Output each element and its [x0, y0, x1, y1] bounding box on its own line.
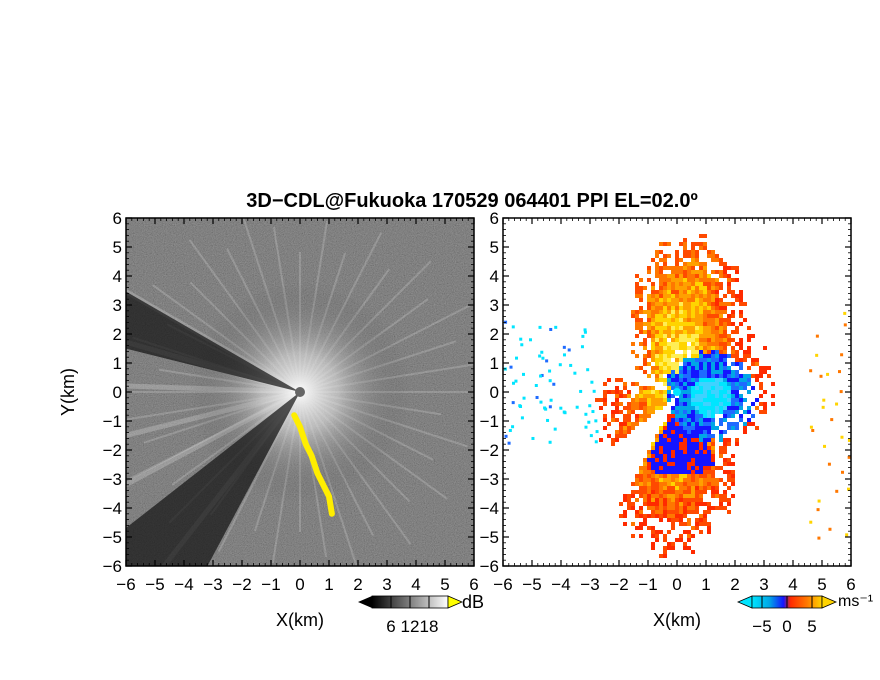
colorbar-tick-label: 12	[401, 617, 420, 636]
y-tick-label: 2	[490, 325, 499, 344]
velocity-panel: −6 6 −5 5 −4 4 −3 3 −2 2 −1 1 0 0 1 −1 2 −2 3 −3 4 −4 5 −5 6 −6 X…	[480, 209, 874, 636]
y-tick-label: 1	[113, 354, 122, 373]
y-tick-label: 4	[490, 267, 499, 286]
x-tick-label: −2	[609, 575, 628, 594]
reflectivity-xlabel: X(km)	[276, 610, 324, 630]
y-tick-label: 6	[113, 209, 122, 228]
x-tick-label: −4	[174, 575, 193, 594]
y-tick-label: −4	[480, 499, 499, 518]
x-tick-label: 0	[295, 575, 304, 594]
blocked-sector	[126, 392, 300, 566]
y-tick-label: −5	[103, 528, 122, 547]
y-tick-label: 0	[490, 383, 499, 402]
y-tick-label: 3	[113, 296, 122, 315]
y-tick-label: −1	[480, 412, 499, 431]
x-tick-label: −2	[232, 575, 251, 594]
yellow-echo-trail	[291, 412, 335, 517]
y-tick-label: −4	[103, 499, 122, 518]
y-tick-label: −6	[480, 557, 499, 576]
colorbar-tick-label: 5	[807, 617, 816, 636]
x-tick-label: 5	[440, 575, 449, 594]
x-tick-label: 0	[672, 575, 681, 594]
x-tick-label: 3	[759, 575, 768, 594]
x-tick-label: 4	[411, 575, 420, 594]
y-tick-label: −2	[103, 441, 122, 460]
x-tick-label: 2	[353, 575, 362, 594]
x-tick-label: −4	[551, 575, 570, 594]
reflectivity-colorbar: 6 12 18 dB	[358, 592, 484, 636]
y-tick-label: −3	[103, 470, 122, 489]
y-tick-label: 1	[490, 354, 499, 373]
x-tick-label: 6	[469, 575, 478, 594]
x-tick-label: −5	[145, 575, 164, 594]
x-tick-label: 4	[788, 575, 797, 594]
reflectivity-blocked-sectors	[126, 291, 300, 566]
x-tick-label: −6	[116, 575, 135, 594]
x-tick-label: −3	[580, 575, 599, 594]
figure-title: 3D−CDL@Fukuoka 170529 064401 PPI EL=02.0…	[246, 190, 698, 212]
velocity-pixels	[503, 234, 851, 558]
colorbar-tick-label: 6	[386, 617, 395, 636]
y-tick-label: 2	[113, 325, 122, 344]
x-tick-label: 2	[730, 575, 739, 594]
y-tick-label: −3	[480, 470, 499, 489]
colorbar-tick-label: 0	[782, 617, 791, 636]
velocity-colorbar-unit: ms⁻¹	[838, 593, 873, 610]
y-tick-label: 0	[113, 383, 122, 402]
y-tick-label: 4	[113, 267, 122, 286]
velocity-axis-ticks: −6 6 −5 5 −4 4 −3 3 −2 2 −1 1 0 0 1 −1 2 −2 3 −3 4 −4 5 −5 6 −6	[480, 209, 856, 594]
x-tick-label: 1	[701, 575, 710, 594]
x-tick-label: 5	[817, 575, 826, 594]
reflectivity-colorbar-unit: dB	[462, 592, 484, 612]
velocity-colorbar: −5 0 5 ms⁻¹	[736, 593, 873, 636]
colorbar-tick-label: −5	[752, 617, 771, 636]
reflectivity-axis-ticks: −6 6 −5 5 −4 4 −3 3 −2 2 −1 1 0 0 1 −1 2 −2 3 −3 4 −4 5 −5 6 −6	[103, 209, 479, 594]
radar-site-marker	[295, 387, 305, 397]
x-tick-label: −6	[493, 575, 512, 594]
y-tick-label: 6	[490, 209, 499, 228]
x-tick-label: 3	[382, 575, 391, 594]
x-tick-label: −1	[638, 575, 657, 594]
x-tick-label: −3	[203, 575, 222, 594]
y-tick-label: 5	[113, 238, 122, 257]
reflectivity-panel: −6 6 −5 5 −4 4 −3 3 −2 2 −1 1 0 0 1 −1 2 −2 3 −3 4 −4 5 −5 6 −6 X…	[58, 209, 484, 636]
x-tick-label: 6	[846, 575, 855, 594]
y-tick-label: 5	[490, 238, 499, 257]
reflectivity-ylabel: Y(km)	[58, 368, 78, 416]
x-tick-label: 1	[324, 575, 333, 594]
y-tick-label: −2	[480, 441, 499, 460]
y-tick-label: −5	[480, 528, 499, 547]
y-tick-label: −6	[103, 557, 122, 576]
velocity-xlabel: X(km)	[653, 610, 701, 630]
y-tick-label: 3	[490, 296, 499, 315]
y-tick-label: −1	[103, 412, 122, 431]
colorbar-tick-label: 18	[420, 617, 439, 636]
x-tick-label: −1	[261, 575, 280, 594]
blocked-sector	[126, 291, 300, 392]
velocity-radar-site	[673, 388, 681, 396]
x-tick-label: −5	[522, 575, 541, 594]
